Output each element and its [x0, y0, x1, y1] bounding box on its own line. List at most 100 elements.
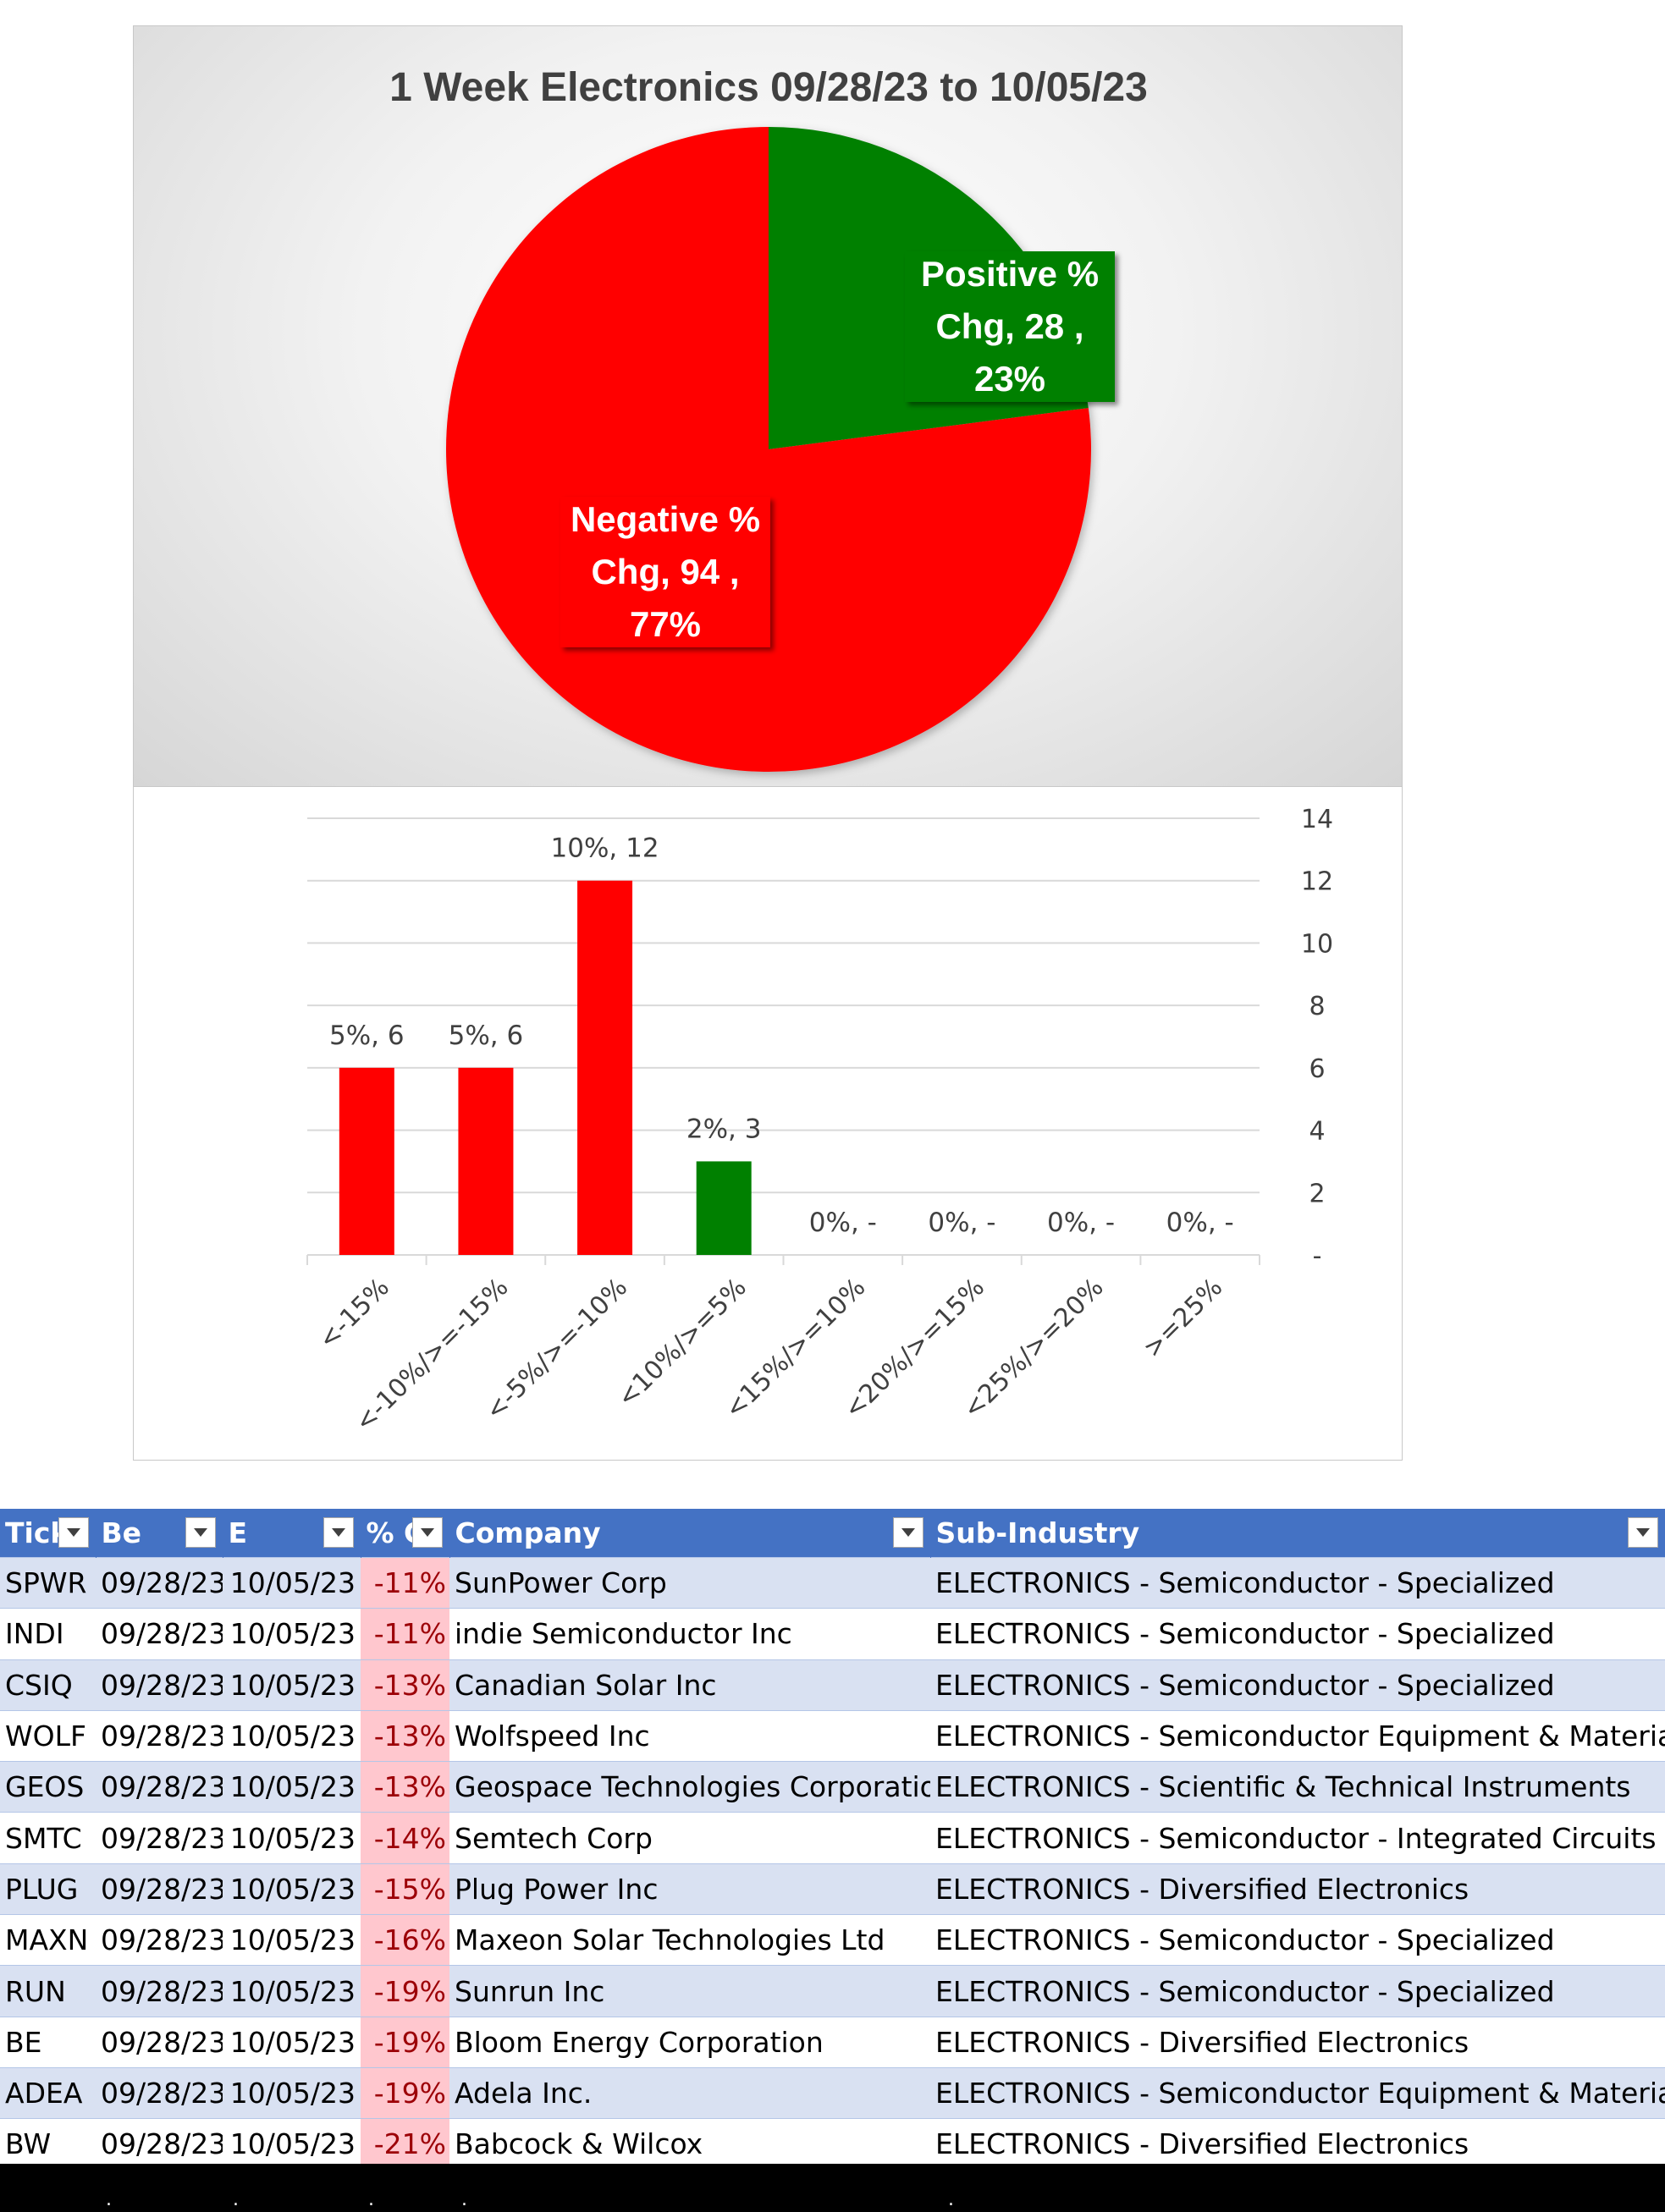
company-cell: Plug Power Inc	[449, 1863, 930, 1915]
column-header[interactable]: E	[223, 1509, 361, 1558]
filter-dropdown-icon[interactable]	[1627, 1517, 1658, 1548]
x-category-label: >=25%	[1138, 1273, 1228, 1363]
company-cell: Semtech Corp	[449, 1812, 930, 1864]
pct-change-cell: -11%	[361, 1608, 449, 1660]
pie-data-label: Chg, 28 ,	[935, 306, 1083, 346]
pct-change-cell: -15%	[361, 1863, 449, 1915]
begin-date-cell: 09/28/23	[96, 1914, 223, 1966]
end-date-cell: 10/05/23	[223, 1965, 361, 2017]
filter-dropdown-icon[interactable]	[411, 1517, 443, 1548]
ticker-cell: CSIQ	[0, 1659, 96, 1711]
end-date-cell: 10/05/23	[223, 1914, 361, 1966]
sub-industry-cell: ELECTRONICS - Diversified Electronics	[930, 1863, 1665, 1915]
company-cell: Canadian Solar Inc	[449, 1659, 930, 1711]
column-header[interactable]: Be	[96, 1509, 223, 1558]
filter-dropdown-icon[interactable]	[323, 1517, 354, 1548]
begin-date-cell: 09/28/23	[96, 1965, 223, 2017]
table-row: SPWR 09/28/23 10/05/23 -11% SunPower Corp ELE…	[0, 1556, 1665, 1609]
pie-chart: 1 Week Electronics 09/28/23 to 10/05/23 …	[389, 65, 1148, 772]
column-header-label: Sub-Industry	[935, 1516, 1140, 1549]
filter-dropdown-icon[interactable]	[58, 1517, 89, 1548]
pct-change-cell: -14%	[361, 1812, 449, 1864]
sub-industry-cell: ELECTRONICS - Diversified Electronics	[930, 2016, 1665, 2068]
sub-industry-cell: ELECTRONICS - Semiconductor - Specialize…	[930, 1965, 1665, 2017]
pie-data-label: Chg, 94 ,	[591, 552, 739, 592]
bar-data-label: 2%, 3	[686, 1114, 762, 1144]
stock-table: Tick Be E % C Company Sub-Industry SPWR 09/28/…	[0, 1509, 1665, 2170]
begin-date-cell: 09/28/23	[96, 1608, 223, 1660]
column-header-label: Company	[455, 1516, 601, 1549]
pie-label-box	[905, 251, 1115, 402]
ticker-cell: WOLF	[0, 1709, 96, 1762]
bar	[339, 1067, 394, 1255]
end-date-cell: 10/05/23	[223, 2016, 361, 2068]
ticker-cell: ADEA	[0, 2066, 96, 2119]
end-date-cell: 10/05/23	[223, 1812, 361, 1864]
bar-chart-panel: 5%, 6 5%, 6 10%, 12 2%, 3 0%, - 0%, - 0%, - 0%,…	[133, 787, 1403, 1461]
pct-change-cell: -21%	[361, 2118, 449, 2170]
end-date-cell: 10/05/23	[223, 2066, 361, 2119]
sub-industry-cell: ELECTRONICS - Semiconductor Equipment & …	[930, 2066, 1665, 2119]
column-header[interactable]: Company	[449, 1509, 931, 1558]
ticker-cell: SMTC	[0, 1812, 96, 1864]
pct-change-cell: -13%	[361, 1709, 449, 1762]
ticker-cell: BE	[0, 2016, 96, 2068]
sub-industry-cell: ELECTRONICS - Semiconductor - Integrated…	[930, 1812, 1665, 1864]
y-tick-label: 14	[1301, 805, 1333, 834]
table-row: BW 09/28/23 10/05/23 -21% Babcock & Wilcox EL…	[0, 2118, 1665, 2170]
table-row: INDI 09/28/23 10/05/23 -11% indie Semiconduc…	[0, 1608, 1665, 1660]
table-row: PLUG 09/28/23 10/05/23 -15% Plug Power Inc EL…	[0, 1863, 1665, 1915]
y-tick-label: 2	[1309, 1179, 1325, 1208]
column-header[interactable]: Sub-Industry	[930, 1509, 1665, 1558]
end-date-cell: 10/05/23	[223, 1709, 361, 1762]
end-date-cell: 10/05/23	[223, 1608, 361, 1660]
table-row: SMTC 09/28/23 10/05/23 -14% Semtech Corp ELEC…	[0, 1812, 1665, 1864]
ticker-cell: GEOS	[0, 1761, 96, 1813]
pie-label-box	[560, 497, 770, 647]
ticker-cell: RUN	[0, 1965, 96, 2017]
y-tick-label: 6	[1309, 1054, 1325, 1084]
table-row: CSIQ 09/28/23 10/05/23 -13% Canadian Solar I…	[0, 1659, 1665, 1711]
pct-change-cell: -19%	[361, 2066, 449, 2119]
column-header[interactable]: % C	[361, 1509, 450, 1558]
ticker-cell: MAXN	[0, 1914, 96, 1966]
x-category-label: <-15%	[313, 1273, 395, 1355]
company-cell: Geospace Technologies Corporation	[449, 1761, 930, 1813]
pie-data-label: Positive %	[921, 254, 1099, 294]
begin-date-cell: 09/28/23	[96, 1556, 223, 1609]
pct-change-cell: -13%	[361, 1659, 449, 1711]
y-tick-label: 8	[1309, 992, 1325, 1021]
sub-industry-cell: ELECTRONICS - Semiconductor - Specialize…	[930, 1608, 1665, 1660]
filter-dropdown-icon[interactable]	[892, 1517, 923, 1548]
column-header-label: Be	[101, 1516, 142, 1549]
footer-bar: . . . . .	[0, 2164, 1665, 2212]
table-row: RUN 09/28/23 10/05/23 -19% Sunrun Inc ELECTRO…	[0, 1965, 1665, 2017]
begin-date-cell: 09/28/23	[96, 2066, 223, 2119]
bar-data-label: 0%, -	[809, 1208, 877, 1238]
footer-dot: .	[106, 2189, 112, 2210]
begin-date-cell: 09/28/23	[96, 1659, 223, 1711]
y-tick-label: -	[1313, 1241, 1322, 1271]
pie-data-label: 77%	[630, 604, 701, 644]
column-header-label: E	[228, 1516, 248, 1549]
company-cell: Babcock & Wilcox	[449, 2118, 930, 2170]
bar-data-label: 5%, 6	[449, 1021, 524, 1051]
pie-data-label: 23%	[974, 359, 1045, 399]
bar	[577, 880, 633, 1255]
end-date-cell: 10/05/23	[223, 1863, 361, 1915]
table-header-row: Tick Be E % C Company Sub-Industry	[0, 1509, 1665, 1558]
footer-dot: .	[948, 2189, 954, 2210]
pct-change-cell: -16%	[361, 1914, 449, 1966]
end-date-cell: 10/05/23	[223, 1659, 361, 1711]
company-cell: indie Semiconductor Inc	[449, 1608, 930, 1660]
sub-industry-cell: ELECTRONICS - Semiconductor - Specialize…	[930, 1659, 1665, 1711]
bar	[458, 1067, 514, 1255]
filter-dropdown-icon[interactable]	[185, 1517, 216, 1548]
column-header[interactable]: Tick	[0, 1509, 96, 1558]
company-cell: Bloom Energy Corporation	[449, 2016, 930, 2068]
begin-date-cell: 09/28/23	[96, 2118, 223, 2170]
ticker-cell: PLUG	[0, 1863, 96, 1915]
end-date-cell: 10/05/23	[223, 1556, 361, 1609]
bar-data-label: 0%, -	[1047, 1208, 1115, 1238]
sub-industry-cell: ELECTRONICS - Semiconductor Equipment & …	[930, 1709, 1665, 1762]
